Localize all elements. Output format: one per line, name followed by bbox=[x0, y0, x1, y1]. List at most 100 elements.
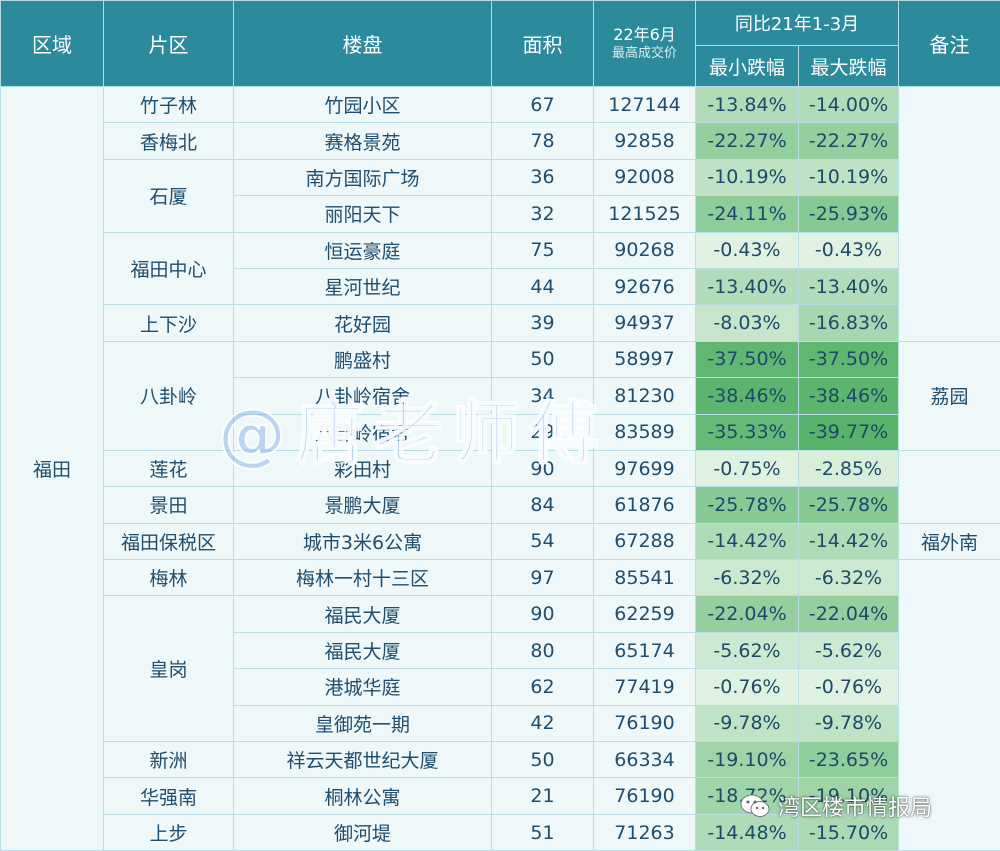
estate-cell: 皇御苑一期 bbox=[234, 705, 492, 741]
price-cell: 94937 bbox=[594, 305, 696, 341]
min-drop-cell: -0.75% bbox=[696, 450, 799, 486]
price-cell: 58997 bbox=[594, 341, 696, 377]
size-cell: 29 bbox=[492, 414, 594, 450]
table-row: 福田中心 恒运豪庭 75 90268 -0.43% -0.43% bbox=[1, 232, 1000, 268]
area-cell: 莲花 bbox=[104, 450, 234, 486]
size-cell: 97 bbox=[492, 560, 594, 596]
size-cell: 39 bbox=[492, 305, 594, 341]
max-drop-cell: -2.85% bbox=[799, 450, 899, 486]
note-cell-empty bbox=[899, 450, 1000, 523]
price-cell: 66334 bbox=[594, 742, 696, 778]
note-cell: 福外南 bbox=[899, 523, 1000, 559]
price-cell: 76190 bbox=[594, 778, 696, 814]
price-cell: 77419 bbox=[594, 669, 696, 705]
size-cell: 90 bbox=[492, 596, 594, 632]
table-row: 上步 御河堤 51 71263 -14.48% -15.70% bbox=[1, 814, 1000, 850]
area-cell: 上步 bbox=[104, 814, 234, 850]
min-drop-cell: -5.62% bbox=[696, 632, 799, 668]
max-drop-cell: -37.50% bbox=[799, 341, 899, 377]
min-drop-cell: -0.43% bbox=[696, 232, 799, 268]
area-cell: 华强南 bbox=[104, 778, 234, 814]
max-drop-cell: -22.04% bbox=[799, 596, 899, 632]
size-cell: 44 bbox=[492, 268, 594, 304]
max-drop-cell: -13.40% bbox=[799, 268, 899, 304]
max-drop-cell: -22.27% bbox=[799, 123, 899, 159]
max-drop-cell: -0.43% bbox=[799, 232, 899, 268]
estate-cell: 港城华庭 bbox=[234, 669, 492, 705]
size-cell: 80 bbox=[492, 632, 594, 668]
price-cell: 76190 bbox=[594, 705, 696, 741]
note-cell: 荔园 bbox=[899, 341, 1000, 450]
estate-cell: 御河堤 bbox=[234, 814, 492, 850]
note-cell-empty bbox=[899, 560, 1000, 851]
estate-cell: 八卦岭宿舍 bbox=[234, 414, 492, 450]
area-cell: 福田保税区 bbox=[104, 523, 234, 559]
area-cell: 皇岗 bbox=[104, 596, 234, 742]
min-drop-cell: -35.33% bbox=[696, 414, 799, 450]
note-cell-empty bbox=[899, 87, 1000, 342]
price-cell: 92008 bbox=[594, 159, 696, 195]
max-drop-cell: -16.83% bbox=[799, 305, 899, 341]
max-drop-cell: -23.65% bbox=[799, 742, 899, 778]
price-cell: 81230 bbox=[594, 378, 696, 414]
min-drop-cell: -38.46% bbox=[696, 378, 799, 414]
size-cell: 84 bbox=[492, 487, 594, 523]
size-cell: 21 bbox=[492, 778, 594, 814]
max-drop-cell: -10.19% bbox=[799, 159, 899, 195]
max-drop-cell: -5.62% bbox=[799, 632, 899, 668]
estate-cell: 鹏盛村 bbox=[234, 341, 492, 377]
estate-cell: 景鹏大厦 bbox=[234, 487, 492, 523]
estate-cell: 星河世纪 bbox=[234, 268, 492, 304]
max-drop-cell: -0.76% bbox=[799, 669, 899, 705]
max-drop-cell: -9.78% bbox=[799, 705, 899, 741]
header-estate: 楼盘 bbox=[234, 1, 492, 87]
table-row: 上下沙 花好园 39 94937 -8.03% -16.83% bbox=[1, 305, 1000, 341]
price-cell: 90268 bbox=[594, 232, 696, 268]
area-cell: 石厦 bbox=[104, 159, 234, 232]
table-row: 景田 景鹏大厦 84 61876 -25.78% -25.78% bbox=[1, 487, 1000, 523]
header-price-month: 22年6月 bbox=[594, 25, 695, 45]
table-row: 梅林 梅林一村十三区 97 85541 -6.32% -6.32% bbox=[1, 560, 1000, 596]
header-area: 片区 bbox=[104, 1, 234, 87]
area-cell: 福田中心 bbox=[104, 232, 234, 305]
estate-cell: 桐林公寓 bbox=[234, 778, 492, 814]
estate-cell: 赛格景苑 bbox=[234, 123, 492, 159]
min-drop-cell: -6.32% bbox=[696, 560, 799, 596]
price-cell: 92858 bbox=[594, 123, 696, 159]
min-drop-cell: -9.78% bbox=[696, 705, 799, 741]
size-cell: 32 bbox=[492, 196, 594, 232]
table-row: 皇岗 福民大厦 90 62259 -22.04% -22.04% bbox=[1, 596, 1000, 632]
table-row: 福田保税区 城市3米6公寓 54 67288 -14.42% -14.42% 福… bbox=[1, 523, 1000, 559]
min-drop-cell: -24.11% bbox=[696, 196, 799, 232]
estate-cell: 城市3米6公寓 bbox=[234, 523, 492, 559]
max-drop-cell: -15.70% bbox=[799, 814, 899, 850]
area-cell: 上下沙 bbox=[104, 305, 234, 341]
area-cell: 八卦岭 bbox=[104, 341, 234, 450]
min-drop-cell: -0.76% bbox=[696, 669, 799, 705]
area-cell: 香梅北 bbox=[104, 123, 234, 159]
min-drop-cell: -18.72% bbox=[696, 778, 799, 814]
size-cell: 78 bbox=[492, 123, 594, 159]
estate-cell: 丽阳天下 bbox=[234, 196, 492, 232]
table-row: 莲花 彩田村 90 97699 -0.75% -2.85% bbox=[1, 450, 1000, 486]
price-cell: 71263 bbox=[594, 814, 696, 850]
max-drop-cell: -39.77% bbox=[799, 414, 899, 450]
area-cell: 新洲 bbox=[104, 742, 234, 778]
estate-cell: 彩田村 bbox=[234, 450, 492, 486]
table-row: 华强南 桐林公寓 21 76190 -18.72% -19.10% bbox=[1, 778, 1000, 814]
max-drop-cell: -25.93% bbox=[799, 196, 899, 232]
max-drop-cell: -38.46% bbox=[799, 378, 899, 414]
min-drop-cell: -14.42% bbox=[696, 523, 799, 559]
price-cell: 97699 bbox=[594, 450, 696, 486]
size-cell: 42 bbox=[492, 705, 594, 741]
size-cell: 62 bbox=[492, 669, 594, 705]
area-cell: 景田 bbox=[104, 487, 234, 523]
table-row: 新洲 祥云天都世纪大厦 50 66334 -19.10% -23.65% bbox=[1, 742, 1000, 778]
min-drop-cell: -22.27% bbox=[696, 123, 799, 159]
header-max-drop: 最大跌幅 bbox=[799, 46, 899, 87]
min-drop-cell: -10.19% bbox=[696, 159, 799, 195]
size-cell: 90 bbox=[492, 450, 594, 486]
table-row: 石厦 南方国际广场 36 92008 -10.19% -10.19% bbox=[1, 159, 1000, 195]
estate-cell: 梅林一村十三区 bbox=[234, 560, 492, 596]
